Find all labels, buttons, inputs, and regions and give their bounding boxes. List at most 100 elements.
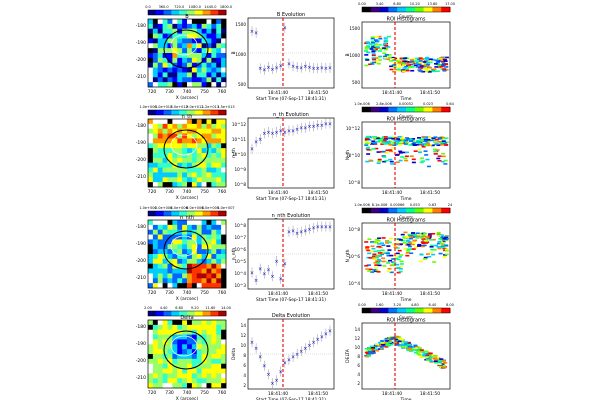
colorbar-segment	[421, 107, 425, 112]
map-pixel	[196, 143, 202, 149]
colorbar-segment	[377, 308, 381, 313]
colorbar-segment	[181, 110, 184, 115]
map-pixel	[157, 368, 163, 374]
colorbar-segment	[218, 10, 221, 15]
hist-bin	[421, 234, 426, 237]
hist-bin	[368, 43, 373, 45]
map-pixel	[148, 234, 154, 240]
map-pixel	[152, 77, 159, 83]
map-pixel	[211, 157, 217, 164]
map-pixel	[172, 249, 178, 255]
colorbar-segment	[192, 311, 196, 316]
colorbar-tick-label: 4.80	[411, 303, 419, 307]
map-pixel	[216, 354, 222, 360]
colorbar-segment	[198, 10, 202, 15]
hist-bin	[408, 144, 413, 146]
map-pixel	[187, 67, 193, 73]
hist-bin	[417, 347, 422, 349]
hist-bin	[374, 264, 379, 266]
colorbar-tick-label: 6.80	[393, 2, 401, 6]
map-pixel	[167, 72, 173, 78]
map-pixel	[152, 23, 159, 30]
map-pixel	[152, 239, 159, 245]
colorbar-segment	[177, 211, 180, 216]
map-pixel	[211, 28, 217, 34]
hist-bin	[401, 344, 406, 347]
evo-data-point: ×	[328, 328, 332, 334]
map-pixel	[206, 43, 212, 49]
map-pixel	[211, 373, 217, 379]
map-pixel	[201, 254, 207, 260]
colorbar-segment	[373, 107, 376, 112]
map-pixel	[211, 19, 217, 25]
evo-data-point: ×	[250, 270, 254, 276]
map-pixel	[196, 128, 202, 134]
map-ytick-label: -190	[136, 241, 146, 247]
map-pixel	[221, 258, 227, 265]
evo-ytick-label: 10^7	[234, 235, 246, 240]
map-pixel	[167, 283, 173, 289]
hist-bin	[427, 71, 432, 73]
colorbar-segment	[194, 10, 198, 15]
hist-bin	[386, 35, 391, 38]
hist-bin	[417, 243, 422, 246]
colorbar-segment	[386, 7, 389, 12]
map-pixel	[206, 244, 212, 250]
map-pixel	[216, 143, 222, 149]
hist-bin	[444, 240, 449, 242]
hist-bin	[406, 138, 411, 140]
hist-bin	[408, 237, 413, 240]
map-pixel	[148, 177, 154, 183]
map-pixel	[196, 23, 202, 30]
evo-ytick-label: 500	[238, 82, 246, 87]
map-pixel	[187, 229, 193, 235]
map-pixel	[221, 157, 227, 164]
hist-bin	[391, 138, 396, 140]
hist-bin	[366, 42, 371, 44]
colorbar-tick-label: 1.5e+013	[217, 105, 234, 109]
map-pixel	[206, 28, 212, 34]
map-pixel	[172, 119, 178, 125]
colorbar-segment	[224, 110, 227, 115]
map-pixel	[172, 23, 178, 30]
map-pixel	[187, 224, 193, 231]
roi-contour-outer	[163, 29, 209, 69]
hist-bin	[425, 61, 430, 64]
hist-xtick-label: 18:41:40	[382, 90, 402, 96]
colorbar-tick-label: 1.0e+007	[217, 206, 234, 210]
map-pixel	[196, 167, 202, 173]
colorbar-segment	[222, 10, 225, 15]
map-pixel	[196, 239, 202, 245]
map-pixel	[221, 138, 227, 144]
colorbar-segment	[408, 7, 411, 12]
hist-bin	[431, 253, 436, 256]
hist-bin	[394, 337, 399, 340]
map-pixel	[172, 153, 178, 159]
colorbar-segment	[443, 7, 447, 12]
map-pixel	[187, 320, 193, 326]
hist-bin	[434, 361, 439, 364]
map-pixel	[201, 268, 207, 274]
evo-data-point: ×	[250, 29, 254, 35]
evo-data-point: ×	[283, 130, 287, 136]
hist-title: ROI Histograms	[386, 318, 425, 324]
map-pixel	[182, 19, 188, 25]
map-xtick-label: 760	[218, 89, 227, 95]
hist-bin	[390, 163, 395, 165]
hist-bin	[442, 366, 447, 369]
evo-data-point: ×	[307, 65, 311, 71]
map-pixel	[152, 368, 159, 374]
colorbar-tick-label: 6.80	[175, 306, 183, 310]
hist-bin	[433, 141, 438, 143]
map-pixel	[177, 28, 183, 34]
map-pixel	[191, 339, 198, 345]
map-ytick-label: -180	[136, 123, 146, 129]
map-pixel	[206, 254, 212, 260]
map-pixel	[191, 53, 198, 59]
map-xtick-label: 730	[165, 390, 174, 396]
hist-bin	[389, 338, 394, 340]
hist-xlabel: Time	[399, 196, 411, 202]
map-pixel	[157, 234, 163, 240]
map-pixel	[167, 354, 173, 360]
hist-bin	[434, 66, 439, 68]
